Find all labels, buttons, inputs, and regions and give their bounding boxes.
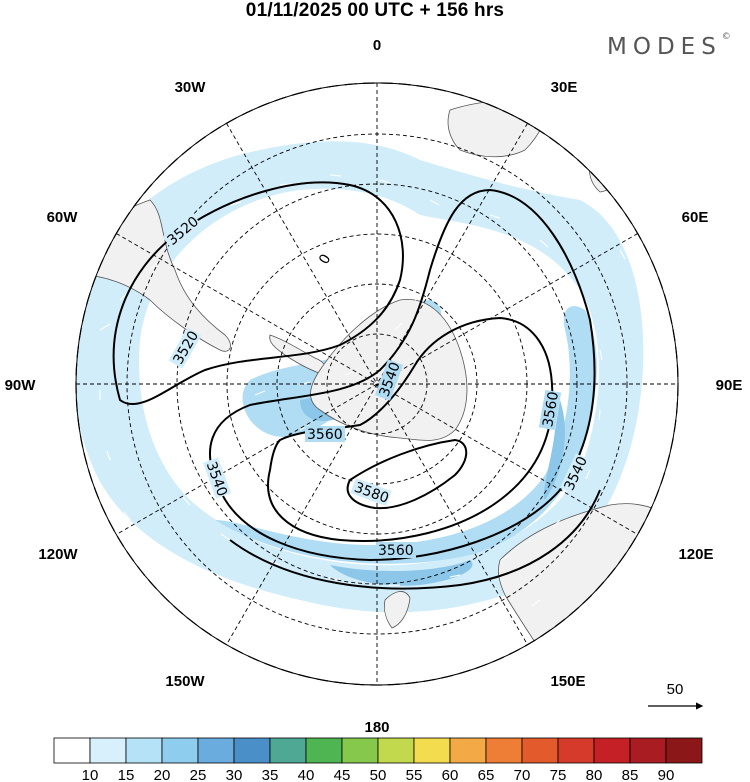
meridian-label-120e: 120E xyxy=(678,546,713,563)
colorbar-tick-label: 50 xyxy=(370,767,387,782)
meridian-label-30e: 30E xyxy=(551,79,578,96)
colorbar-tick-label: 45 xyxy=(334,767,351,782)
colorbar-tick-label: 20 xyxy=(154,767,171,782)
colorbar-swatch xyxy=(341,737,379,764)
colorbar-tick-label: 40 xyxy=(298,767,315,782)
madagascar xyxy=(589,154,626,193)
colorbar-tick-label: 35 xyxy=(262,767,279,782)
graticule xyxy=(76,83,678,685)
colorbar-swatch xyxy=(161,737,199,764)
new-zealand xyxy=(384,591,411,629)
colorbar-swatch xyxy=(521,737,559,764)
colorbar-tick-label: 80 xyxy=(586,767,603,782)
meridian-label-90e: 90E xyxy=(716,377,743,394)
contour-label-3540-southwest: 3540 xyxy=(203,460,230,499)
contour-label-3560-south: 3560 xyxy=(378,543,414,559)
colorbar-tick-label: 75 xyxy=(550,767,567,782)
colorbar-swatch xyxy=(233,737,271,764)
meridian-label-150w: 150W xyxy=(165,673,205,690)
colorbar-swatch xyxy=(485,737,523,764)
colorbar-tick-label: 85 xyxy=(622,767,639,782)
colorbar-tick-label: 60 xyxy=(442,767,459,782)
contour-label-3560-center: 3560 xyxy=(307,427,343,443)
wind-core-south xyxy=(330,560,473,586)
wind-core-east xyxy=(543,400,565,500)
map-title: 01/11/2025 00 UTC + 156 hrs xyxy=(245,0,505,21)
contour-3540-outer xyxy=(229,489,601,590)
colorbar-swatch xyxy=(557,737,595,764)
colorbar-swatch xyxy=(665,737,703,764)
colorbar-swatch xyxy=(413,737,451,764)
colorbar-tick-label: 15 xyxy=(118,767,135,782)
colorbar-swatch xyxy=(197,737,235,764)
colorbar-tick-label: 90 xyxy=(658,767,675,782)
colorbar-tick-label: 10 xyxy=(82,767,99,782)
brand-name: MODES xyxy=(607,34,722,60)
colorbar-swatch xyxy=(377,737,415,764)
colorbar-tick-label: 70 xyxy=(514,767,531,782)
contour-3520 xyxy=(112,181,404,406)
colorbar-tick-label: 25 xyxy=(190,767,207,782)
copyright-mark: © xyxy=(721,32,731,43)
meridian-label-60e: 60E xyxy=(682,209,709,226)
colorbar-tick-label: 55 xyxy=(406,767,423,782)
wind-band-mid xyxy=(215,306,597,564)
meridian-label-180: 180 xyxy=(364,719,389,736)
meridian-label-150e: 150E xyxy=(550,673,585,690)
colorbar-swatch xyxy=(305,737,343,764)
colorbar-swatch xyxy=(89,737,127,764)
contour-label-3560-east: 3560 xyxy=(540,390,562,428)
colorbar-tick-label: 65 xyxy=(478,767,495,782)
colorbar-swatch xyxy=(125,737,163,764)
contour-3580 xyxy=(346,438,468,510)
colorbar-swatch xyxy=(269,737,307,764)
colorbar: 10 15 20 25 30 35 40 45 50 55 60 65 70 75 80 85 90 xyxy=(53,737,703,782)
brand-logo: MODES© xyxy=(607,32,731,60)
vector-scale: 50 xyxy=(648,681,704,710)
vector-scale-label: 50 xyxy=(667,681,684,698)
colorbar-swatch xyxy=(593,737,631,764)
meridian-label-120w: 120W xyxy=(38,546,78,563)
colorbar-tick-label: 30 xyxy=(226,767,243,782)
meridian-label-60w: 60W xyxy=(47,209,79,226)
contour-label-3520-west: 3520 xyxy=(170,328,202,367)
meridian-label-0: 0 xyxy=(373,37,381,54)
colorbar-swatch xyxy=(53,737,91,764)
meridian-label-30w: 30W xyxy=(175,79,207,96)
colorbar-swatch xyxy=(449,737,487,764)
contour-label-zero: 0 xyxy=(316,251,334,267)
colorbar-swatch xyxy=(629,737,667,764)
meridian-labels: 0 30E 60E 90E 120E 150E 180 150W 120W 90… xyxy=(5,37,743,736)
meridian-label-90w: 90W xyxy=(5,377,37,394)
map-boundary-dash xyxy=(75,82,679,686)
